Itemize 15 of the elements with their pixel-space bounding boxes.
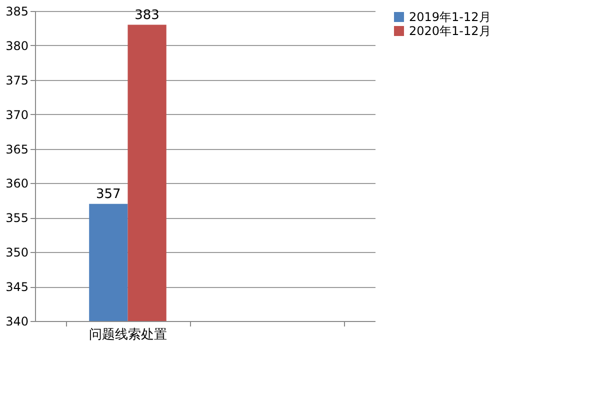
- y-tick-label: 380: [6, 38, 28, 53]
- y-tick-label: 345: [6, 280, 28, 294]
- y-tick-label: 365: [6, 142, 28, 156]
- y-tick-label: 385: [6, 4, 28, 18]
- y-tick-label: 360: [6, 176, 28, 191]
- y-tick-label: 355: [6, 211, 28, 226]
- y-tick-label: 370: [6, 108, 28, 122]
- y-tick-label: 350: [6, 246, 28, 260]
- data-label: 383: [134, 8, 160, 23]
- x-tick-label: 问题线索处置: [89, 328, 168, 342]
- legend-label: 2019年1-12月: [409, 10, 491, 24]
- data-label: 357: [96, 186, 121, 202]
- legend-label: 2020年1-12月: [409, 24, 491, 38]
- y-tick-label: 375: [6, 73, 28, 88]
- y-tick-label: 340: [6, 314, 28, 328]
